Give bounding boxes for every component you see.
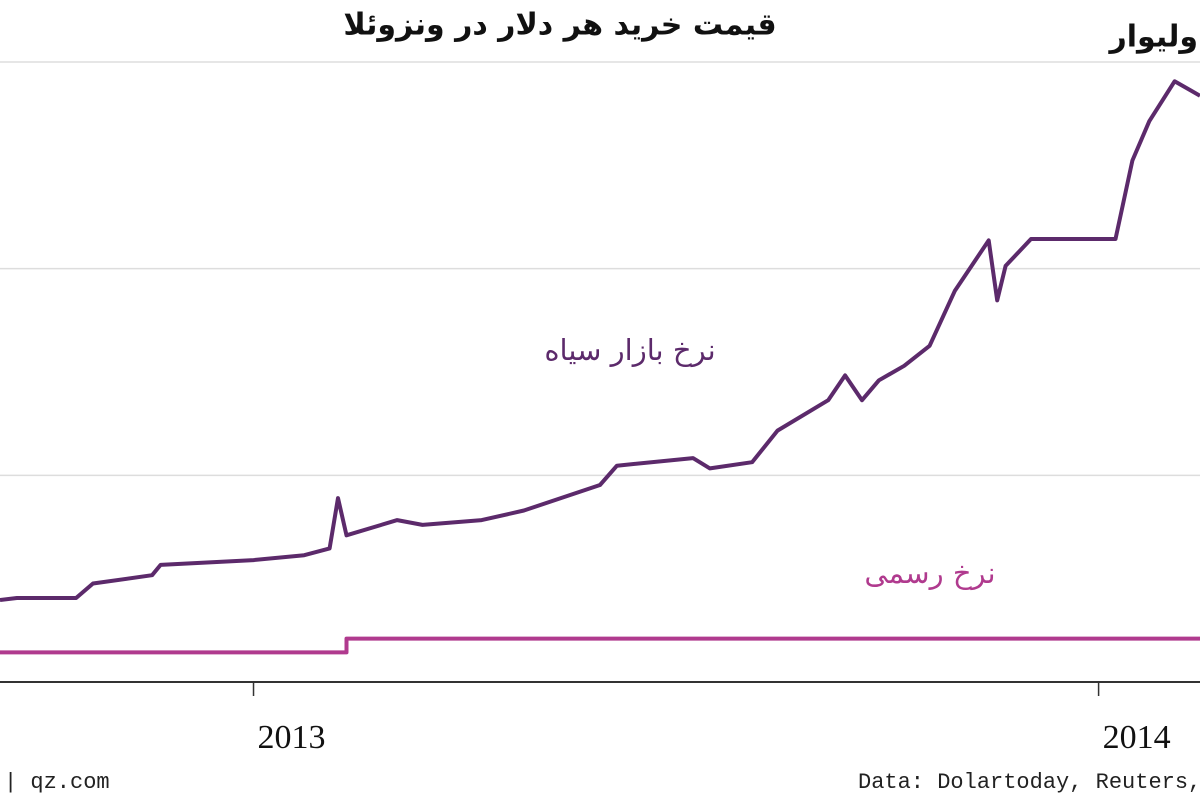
series-line bbox=[0, 636, 1200, 655]
x-tick-label: 2013 bbox=[258, 719, 326, 756]
series-label: نرخ بازار سیاه bbox=[544, 333, 715, 367]
series-label: نرخ رسمی bbox=[864, 556, 995, 590]
source-right: Data: Dolartoday, Reuters, I bbox=[858, 770, 1200, 795]
series-line bbox=[0, 79, 1200, 602]
source-left: | qz.com bbox=[4, 770, 110, 795]
x-tick-label: 2014 bbox=[1103, 719, 1171, 756]
chart-subtitle: ولیوار bbox=[1107, 20, 1198, 55]
chart-title: قیمت خرید هر دلار در ونزوئلا bbox=[343, 8, 776, 43]
